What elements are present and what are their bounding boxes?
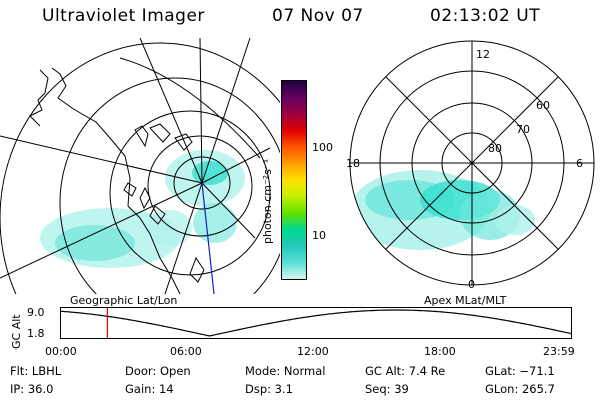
meridian-lines: [0, 38, 271, 294]
polar-plot-panel: 12 18 6 0 80 70 60: [346, 40, 595, 291]
aurora-emission-geo: [40, 150, 245, 268]
geographic-caption: Geographic Lat/Lon: [70, 294, 178, 307]
timeline-xtick-1200: 12:00: [297, 345, 329, 358]
altitude-curve: [60, 309, 572, 337]
gain-info: Gain: 14: [125, 382, 174, 396]
timeline-ylabel: GC Alt: [10, 314, 23, 349]
timeline-ytick-high: 9.0: [27, 306, 45, 319]
timeline-xtick-0000: 00:00: [45, 345, 77, 358]
colorbar-tick-100: 100: [312, 141, 333, 154]
timeline-xtick-0600: 06:00: [170, 345, 202, 358]
altitude-timeline: [60, 307, 572, 339]
mlt-label-0: 0: [468, 278, 475, 291]
door-info: Door: Open: [125, 364, 191, 378]
gc-alt-info: GC Alt: 7.4 Re: [365, 364, 446, 378]
glon-info: GLon: 265.7: [485, 382, 555, 396]
latitude-rings: [0, 42, 280, 294]
geographic-map-panel: [0, 38, 280, 294]
mlt-label-12: 12: [476, 48, 490, 61]
glat-info: GLat: −71.1: [485, 364, 555, 378]
mlt-label-6: 6: [576, 157, 583, 170]
colorbar-title: photon cm⁻²s⁻¹: [261, 158, 274, 244]
mlat-label-60: 60: [536, 99, 550, 112]
date-label: 07 Nov 07: [272, 6, 364, 26]
apex-caption: Apex MLat/MLT: [424, 294, 507, 307]
timeline-xtick-2359: 23:59: [543, 345, 575, 358]
timeline-frame: [60, 307, 572, 339]
timeline-xtick-1800: 18:00: [424, 345, 456, 358]
colorbar-tick-10: 10: [312, 229, 326, 242]
mlt-label-18: 18: [346, 157, 360, 170]
timeline-ytick-low: 1.8: [27, 327, 45, 340]
seq-info: Seq: 39: [365, 382, 409, 396]
mode-info: Mode: Normal: [245, 364, 326, 378]
instrument-title: Ultraviolet Imager: [42, 6, 205, 26]
ground-track-line: [201, 182, 215, 294]
time-label: 02:13:02 UT: [430, 6, 541, 26]
aurora-emission-polar: [350, 170, 535, 250]
dsp-info: Dsp: 3.1: [245, 382, 293, 396]
mlat-label-80: 80: [488, 142, 502, 155]
ip-info: IP: 36.0: [10, 382, 54, 396]
mlat-label-70: 70: [516, 123, 530, 136]
filter-info: Flt: LBHL: [10, 364, 62, 378]
polar-grid: [349, 40, 595, 286]
colorbar: [281, 80, 307, 280]
coastline: [29, 67, 205, 294]
